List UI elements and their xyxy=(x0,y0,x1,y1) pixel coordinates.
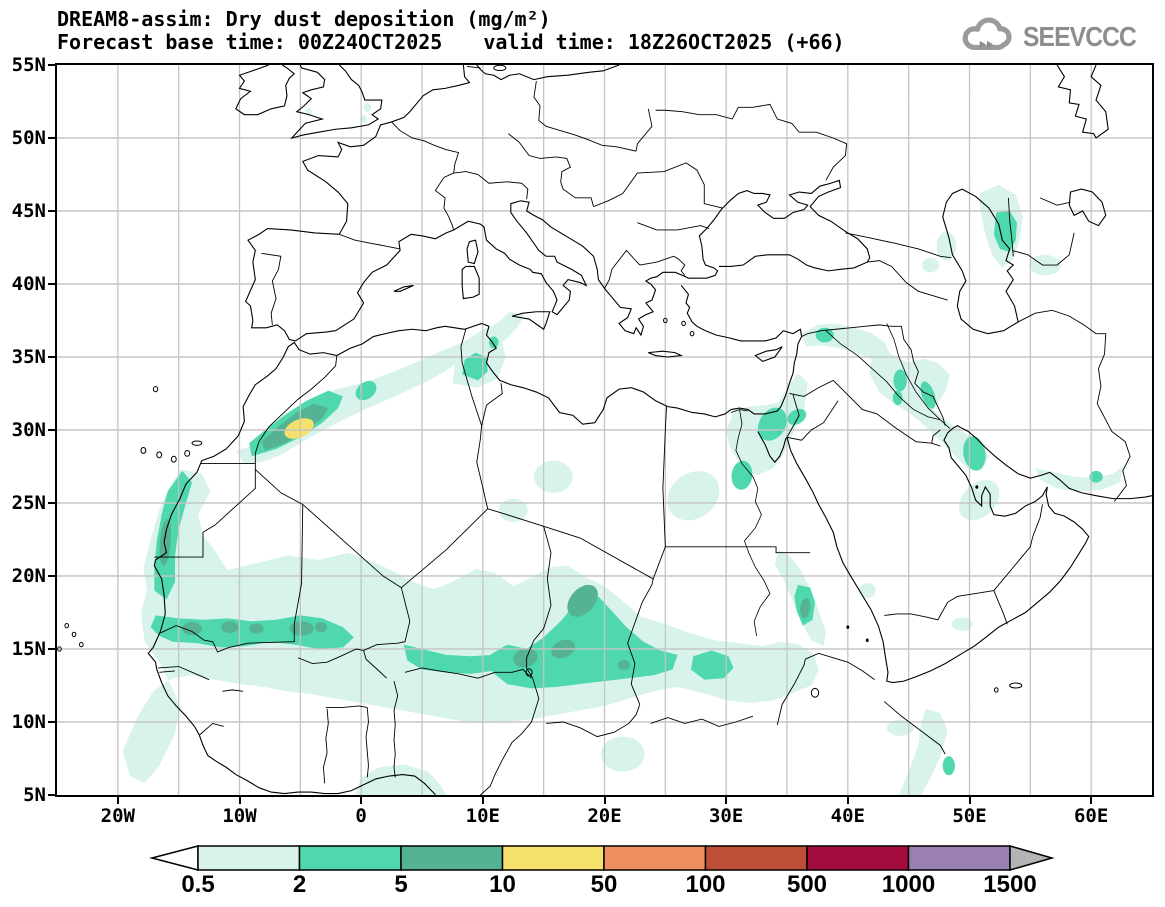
colorbar-segment xyxy=(400,845,504,871)
seevccc-logo: SEEVCCC xyxy=(960,16,1151,58)
lat-tick xyxy=(48,283,55,285)
lat-tick-label: 35N xyxy=(11,346,46,368)
lat-tick xyxy=(48,210,55,212)
lat-tick-label: 50N xyxy=(11,127,46,149)
colorbar-level-label: 1000 xyxy=(881,871,936,898)
coastlines xyxy=(58,65,1152,795)
cloud-icon xyxy=(960,16,1018,58)
colorbar-level-label: 5 xyxy=(394,871,408,898)
lon-tick xyxy=(481,797,484,804)
lat-tick-label: 15N xyxy=(11,638,46,660)
dust-layer-10-50 xyxy=(284,418,314,439)
lon-tick xyxy=(603,797,606,804)
lon-tick-label: 10E xyxy=(465,805,500,827)
lat-tick xyxy=(48,648,55,650)
lat-tick xyxy=(48,502,55,504)
colorbar-segment xyxy=(501,845,605,871)
lon-tick-label: 30E xyxy=(708,805,744,827)
gridlines xyxy=(57,65,1152,795)
lon-tick xyxy=(1090,797,1093,804)
colorbar-level-label: 100 xyxy=(685,871,726,898)
colorbar-segment xyxy=(907,845,1011,871)
colorbar-level-label: 10 xyxy=(489,871,516,898)
colorbar-segment xyxy=(603,845,707,871)
lat-tick-label: 55N xyxy=(11,54,46,76)
forecast-base-label: Forecast base time: xyxy=(57,30,286,54)
lat-tick xyxy=(48,721,55,723)
lat-tick-label: 45N xyxy=(11,200,46,222)
colorbar-level-label: 2 xyxy=(292,871,307,898)
lon-tick-label: 40E xyxy=(830,805,865,827)
lon-tick-label: 50E xyxy=(952,805,987,827)
page-title: DREAM8-assim: Dry dust deposition (mg/m²… xyxy=(57,7,551,31)
lat-tick xyxy=(48,794,55,796)
map-svg xyxy=(57,65,1152,795)
lon-tick xyxy=(360,797,363,804)
lon-tick xyxy=(846,797,849,804)
colorbar-segment xyxy=(806,845,910,871)
lon-tick-label: 20E xyxy=(587,805,622,827)
lon-tick-label: 60E xyxy=(1073,805,1109,827)
lat-tick-label: 40N xyxy=(11,273,46,295)
colorbar-level-label: 1500 xyxy=(983,871,1037,898)
lat-tick xyxy=(48,356,55,358)
lat-tick-label: 30N xyxy=(11,419,46,441)
colorbar-segment xyxy=(197,845,301,871)
colorbar-arrow xyxy=(149,845,199,871)
colorbar-level-label: 500 xyxy=(786,871,828,898)
colorbar-level-label: 50 xyxy=(590,871,618,898)
lat-tick xyxy=(48,429,55,431)
forecast-base-value: 00Z24OCT2025 xyxy=(297,30,443,54)
lat-tick-label: 25N xyxy=(11,492,46,514)
lat-tick xyxy=(48,64,55,66)
lon-tick xyxy=(725,797,728,804)
dust-layer-5-10 xyxy=(159,403,811,671)
lat-tick-label: 20N xyxy=(11,565,46,587)
lon-tick-label: 0 xyxy=(355,805,367,827)
valid-time-value: 18Z26OCT2025 (+66) xyxy=(627,30,845,54)
island-specks xyxy=(846,485,979,642)
lon-tick xyxy=(116,797,119,804)
lat-tick xyxy=(48,137,55,139)
lon-tick-label: 10W xyxy=(222,805,257,827)
logo-text: SEEVCCC xyxy=(1022,21,1137,52)
valid-time-label: valid time: xyxy=(483,30,616,54)
colorbar-segment xyxy=(298,845,402,871)
country-borders xyxy=(154,66,1130,795)
lon-tick xyxy=(968,797,971,804)
colorbar xyxy=(149,845,1055,871)
colorbar-segment xyxy=(704,845,808,871)
colorbar-level-label: 0.5 xyxy=(181,871,215,898)
lon-tick-label: 20W xyxy=(100,805,135,827)
rivers xyxy=(731,323,950,635)
lat-tick-label: 10N xyxy=(11,711,46,733)
colorbar-arrow xyxy=(1009,845,1055,871)
lat-tick xyxy=(48,575,55,577)
map-frame xyxy=(55,63,1154,797)
lat-tick-label: 5N xyxy=(23,784,46,806)
lon-tick xyxy=(238,797,241,804)
forecast-times-line: Forecast base time: 00Z24OCT2025 valid ti… xyxy=(57,30,845,54)
